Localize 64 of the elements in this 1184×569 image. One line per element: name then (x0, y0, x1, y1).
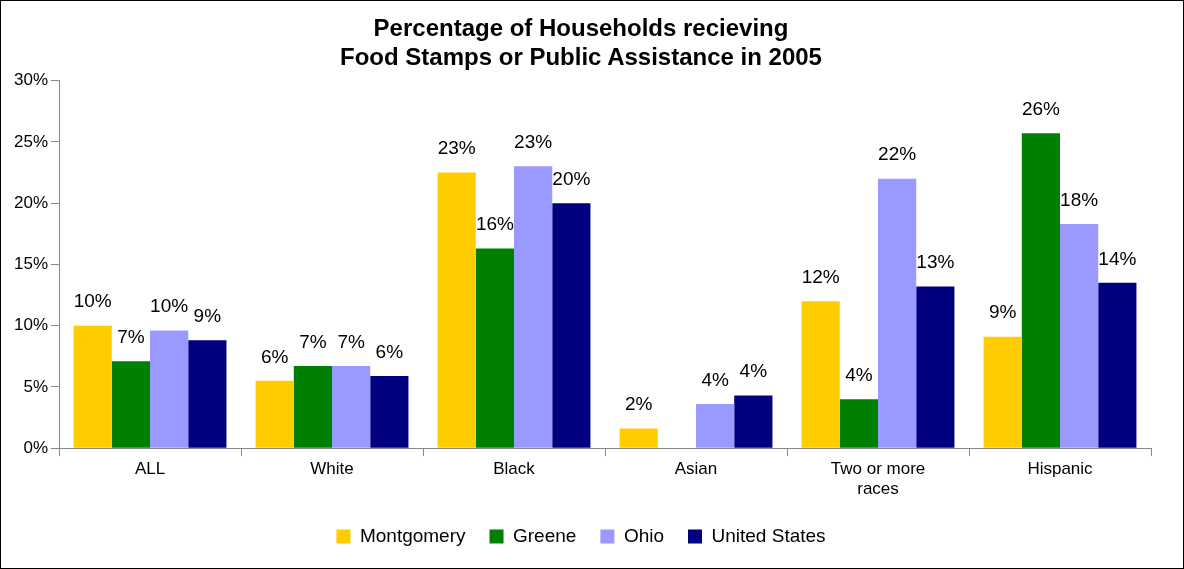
bar (983, 336, 1022, 448)
y-tick-label: 30% (13, 70, 49, 90)
data-label: 20% (552, 167, 591, 189)
bar (332, 366, 371, 448)
y-tick-label: 25% (13, 131, 49, 151)
bar (255, 380, 294, 448)
data-label: 7% (299, 330, 327, 352)
legend-label: Ohio (623, 524, 665, 546)
data-label: 14% (1098, 247, 1137, 269)
bar (839, 399, 879, 448)
bar (878, 178, 917, 448)
bar (111, 361, 151, 448)
bar (619, 428, 658, 448)
x-tick-label: Two or more races (830, 459, 926, 499)
data-label: 6% (260, 345, 289, 367)
bar (73, 325, 112, 448)
bar (1060, 223, 1099, 448)
data-label: 16% (475, 213, 515, 235)
bar (150, 330, 189, 448)
x-tick-label: Hispanic (1027, 459, 1094, 479)
legend-label: Greene (513, 524, 577, 546)
chart-title: Percentage of Households recieving Food Stamps or Public Assistance in 2005 (340, 14, 822, 70)
bar (475, 248, 515, 448)
data-label: 10% (73, 290, 112, 312)
legend-label: United States (711, 524, 826, 546)
bar (801, 301, 840, 448)
data-label: 9% (193, 305, 222, 327)
bar (370, 375, 409, 448)
x-tick-label: White (310, 459, 354, 479)
bar (734, 395, 773, 448)
bar (1098, 282, 1137, 448)
bar (293, 366, 333, 448)
bar (437, 172, 476, 448)
data-label: 9% (988, 301, 1017, 323)
y-tick-label: 15% (13, 254, 49, 274)
x-tick-label: Asian (674, 459, 718, 479)
legend-label: Montgomery (359, 524, 467, 546)
data-label: 2% (624, 393, 653, 415)
data-label: 6% (375, 340, 404, 362)
data-label: 18% (1060, 188, 1099, 210)
y-tick-label: 10% (13, 315, 49, 335)
bar (916, 286, 955, 448)
bar (552, 203, 591, 448)
data-label: 4% (701, 368, 729, 390)
data-label: 10% (150, 295, 189, 317)
y-tick-label: 0% (23, 437, 49, 457)
bar (1021, 133, 1060, 448)
data-label: 23% (437, 137, 476, 159)
data-label: 4% (845, 363, 873, 385)
bar (514, 166, 553, 448)
data-label: 23% (514, 131, 553, 153)
bar (188, 340, 227, 448)
data-label: 12% (801, 265, 840, 287)
x-tick-label: Black (493, 459, 536, 479)
y-tick-label: 5% (23, 376, 49, 396)
bar (696, 404, 735, 448)
x-tick-label: ALL (134, 459, 166, 479)
y-tick-label: 20% (13, 192, 49, 212)
data-label: 4% (739, 360, 768, 382)
data-label: 7% (117, 325, 145, 347)
data-label: 13% (916, 251, 955, 273)
data-label: 7% (337, 330, 365, 352)
data-label: 22% (878, 143, 917, 165)
data-label: 26% (1021, 98, 1061, 120)
